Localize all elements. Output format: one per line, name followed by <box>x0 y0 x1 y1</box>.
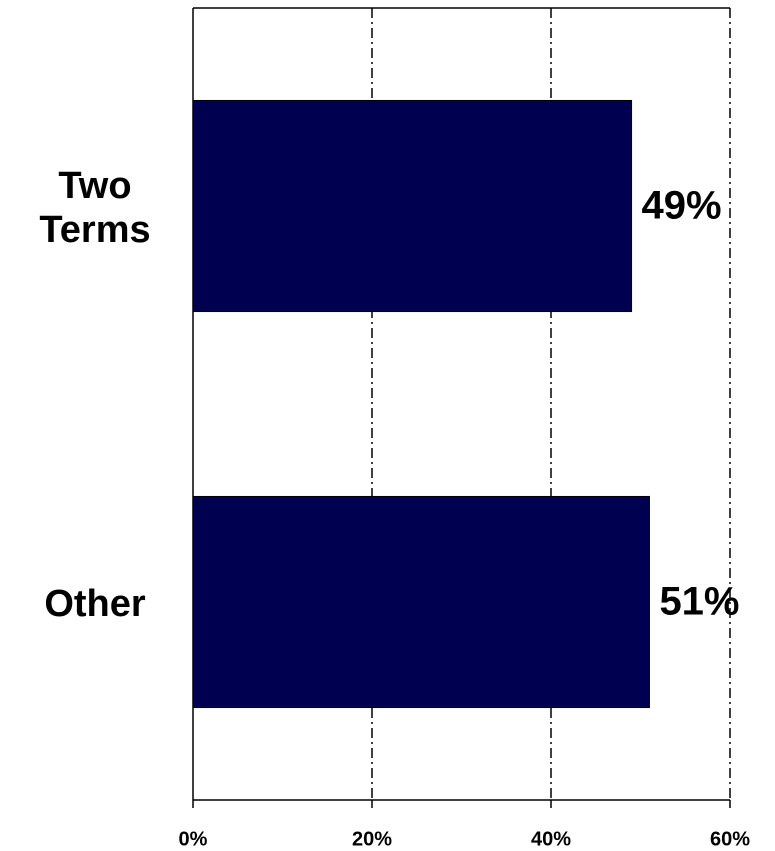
x-tick-label: 0% <box>179 828 208 850</box>
data-label: 49% <box>642 184 722 228</box>
bar <box>192 99 633 313</box>
data-label: 51% <box>659 580 739 624</box>
x-tick-label: 60% <box>710 828 750 850</box>
category-label: Two Terms <box>39 165 151 251</box>
x-tick-label: 40% <box>531 828 571 850</box>
category-label: Other <box>44 583 146 625</box>
x-tick-label: 20% <box>352 828 392 850</box>
bar <box>192 495 650 709</box>
